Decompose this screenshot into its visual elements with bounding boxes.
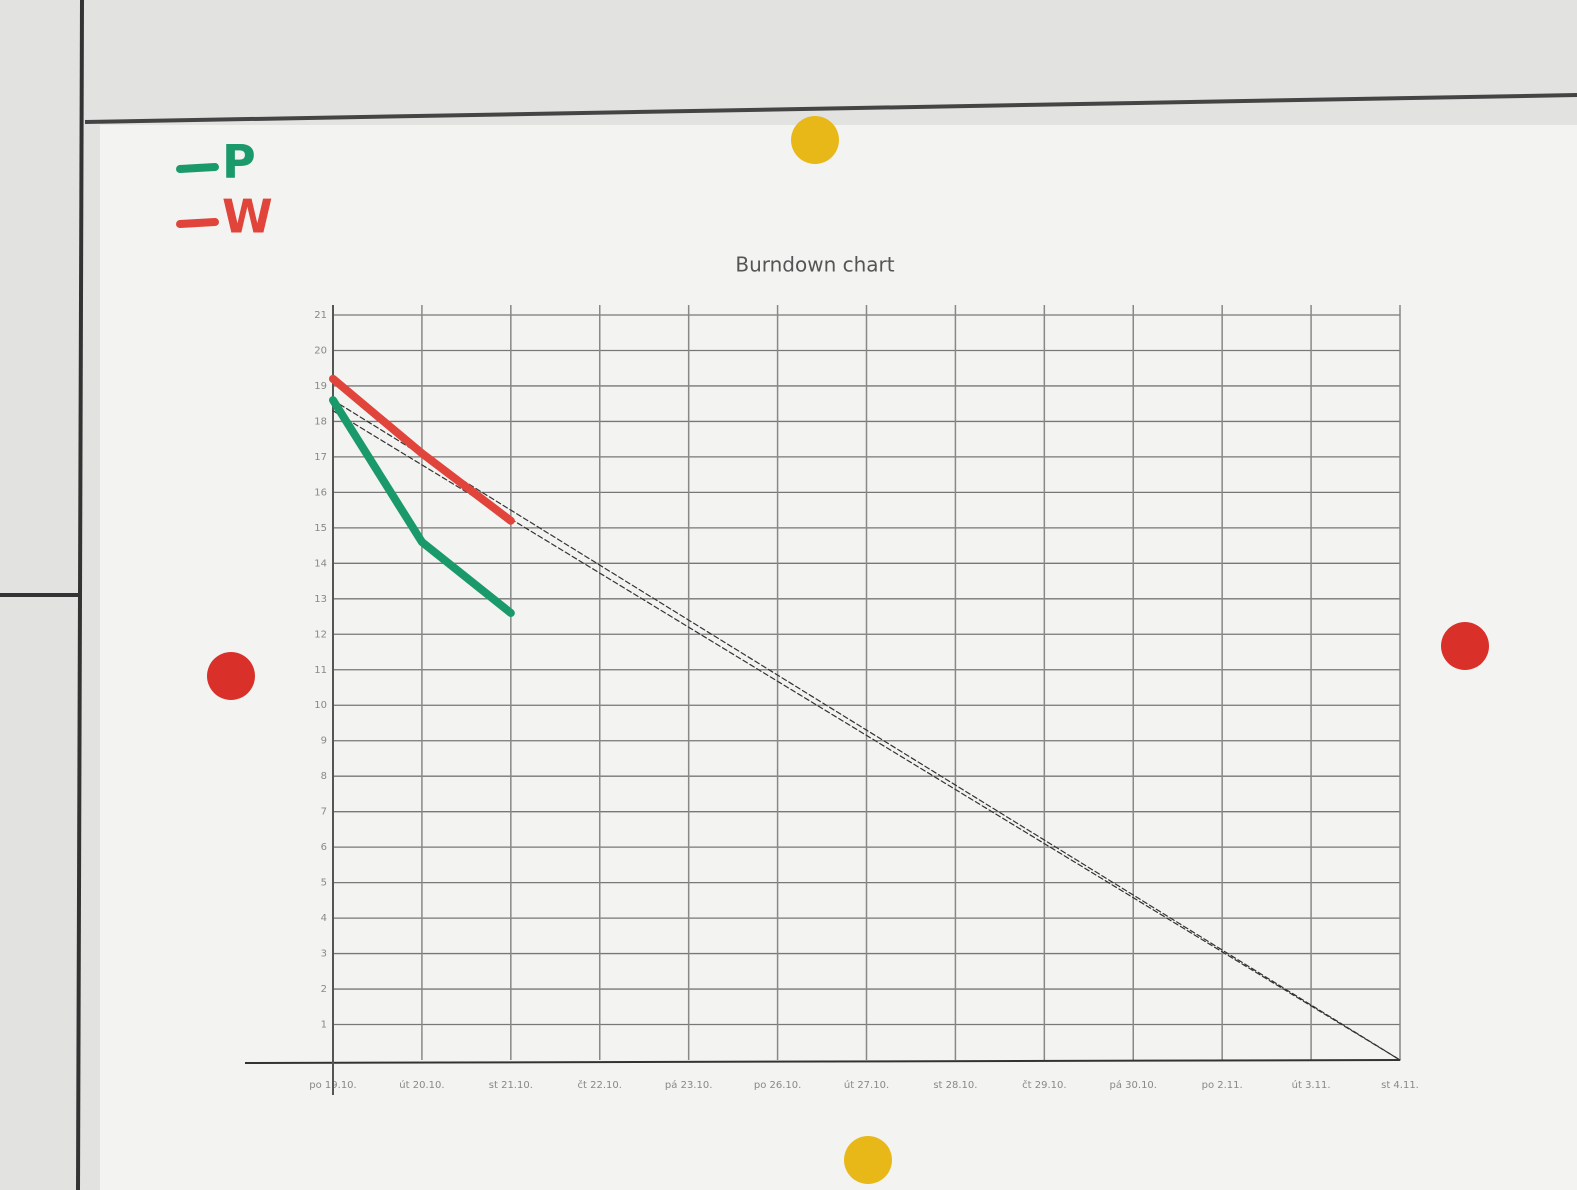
pin	[1441, 622, 1489, 670]
chart-title: Burndown chart	[735, 253, 894, 277]
x-tick-label: út 20.10.	[399, 1079, 444, 1091]
x-tick-label: st 4.11.	[1381, 1080, 1419, 1091]
chart: Burndown chart PW 1234567891011121314151…	[0, 0, 1577, 1190]
y-tick-label: 13	[314, 594, 327, 605]
legend-swatch	[180, 167, 215, 169]
y-tick-label: 3	[321, 949, 327, 960]
y-tick-label: 2	[321, 984, 327, 995]
y-tick-label: 6	[321, 842, 327, 853]
x-tick-label: út 3.11.	[1292, 1079, 1331, 1091]
x-tick-label: čt 29.10.	[1022, 1079, 1066, 1091]
y-tick-label: 17	[314, 452, 327, 463]
x-tick-label: st 21.10.	[489, 1080, 533, 1091]
y-tick-label: 18	[314, 416, 327, 427]
legend-swatch	[180, 222, 215, 224]
x-tick-label: pá 30.10.	[1110, 1079, 1157, 1091]
y-tick-label: 12	[314, 629, 327, 640]
y-tick-label: 4	[321, 913, 327, 924]
pin	[844, 1136, 892, 1184]
legend-label: W	[222, 190, 273, 244]
y-tick-label: 8	[321, 771, 327, 782]
x-tick-label: po 2.11.	[1202, 1080, 1243, 1091]
pin	[791, 116, 839, 164]
y-tick-label: 21	[314, 310, 327, 321]
pin	[207, 652, 255, 700]
x-tick-label: čt 22.10.	[578, 1079, 622, 1091]
legend-label: P	[222, 135, 256, 189]
y-tick-label: 19	[314, 381, 327, 392]
x-tick-label: pá 23.10.	[665, 1079, 712, 1091]
y-tick-label: 20	[314, 345, 327, 356]
x-tick-label: út 27.10.	[844, 1079, 889, 1091]
page: {"chart_data": {"type": "line", "title":…	[0, 0, 1577, 1190]
y-tick-label: 5	[321, 878, 327, 889]
x-tick-label: po 26.10.	[754, 1080, 801, 1091]
y-tick-label: 10	[314, 700, 327, 711]
y-tick-label: 14	[314, 558, 327, 569]
y-tick-label: 9	[321, 736, 327, 747]
y-tick-label: 16	[314, 487, 327, 498]
y-tick-label: 7	[321, 807, 327, 818]
y-tick-label: 1	[321, 1020, 327, 1031]
x-tick-label: st 28.10.	[933, 1080, 977, 1091]
y-tick-label: 15	[314, 523, 327, 534]
y-tick-label: 11	[314, 665, 327, 676]
